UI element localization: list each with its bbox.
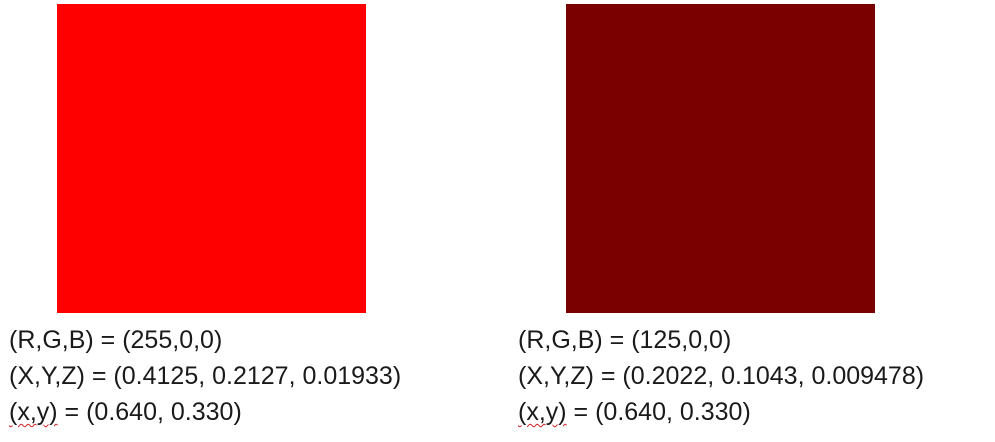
rgb-values: (R,G,B) = (125,0,0) xyxy=(518,322,924,358)
chromaticity-values: (x,y) = (0.640, 0.330) xyxy=(9,394,401,430)
chromaticity-value: = (0.640, 0.330) xyxy=(567,398,751,426)
red-swatch-caption: (R,G,B) = (255,0,0) (X,Y,Z) = (0.4125, 0… xyxy=(9,322,401,430)
chromaticity-value: = (0.640, 0.330) xyxy=(58,398,242,426)
red-color-swatch xyxy=(57,4,366,313)
dark-red-swatch-caption: (R,G,B) = (125,0,0) (X,Y,Z) = (0.2022, 0… xyxy=(518,322,924,430)
chromaticity-label: (x,y) xyxy=(518,398,567,426)
xyz-values: (X,Y,Z) = (0.2022, 0.1043, 0.009478) xyxy=(518,358,924,394)
chromaticity-label: (x,y) xyxy=(9,398,58,426)
chromaticity-values: (x,y) = (0.640, 0.330) xyxy=(518,394,924,430)
xyz-values: (X,Y,Z) = (0.4125, 0.2127, 0.01933) xyxy=(9,358,401,394)
rgb-values: (R,G,B) = (255,0,0) xyxy=(9,322,401,358)
dark-red-color-swatch xyxy=(566,4,875,313)
